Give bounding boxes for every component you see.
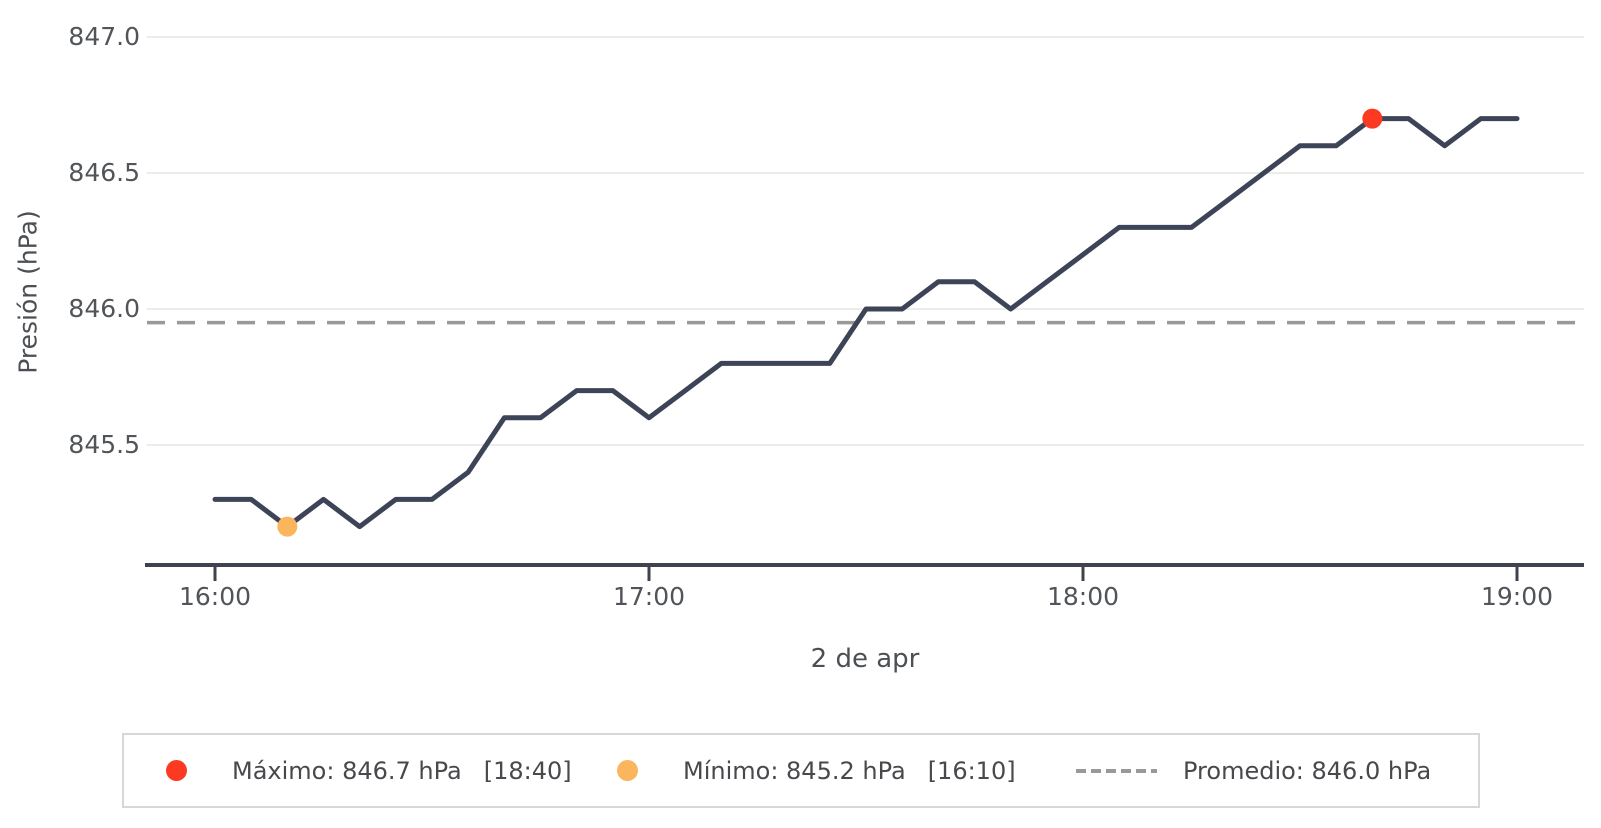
x-axis-title: 2 de apr <box>810 644 920 674</box>
chart-legend: Máximo: 846.7 hPa [18:40] Mínimo: 845.2 h… <box>122 733 1480 808</box>
min-point-marker[interactable] <box>277 516 298 537</box>
min-legend-time: [16:10] <box>927 756 1016 785</box>
x-tick-label: 17:00 <box>612 582 686 611</box>
x-tick-label: 19:00 <box>1480 582 1554 611</box>
y-axis-title: Presión (hPa) <box>13 210 43 374</box>
x-tick-label: 16:00 <box>178 582 252 611</box>
y-tick-label: 847.0 <box>68 22 140 51</box>
y-tick-label: 845.5 <box>68 430 140 459</box>
min-legend-label: Mínimo: 845.2 hPa [16:10] <box>683 756 1016 785</box>
average-legend-label: Promedio: 846.0 hPa <box>1183 756 1432 785</box>
y-tick-label: 846.0 <box>68 294 140 323</box>
min-legend-marker-icon <box>617 760 638 781</box>
pressure-line <box>212 116 1520 530</box>
legend-item-max[interactable]: Máximo: 846.7 hPa [18:40] <box>166 735 572 806</box>
y-tick-label: 846.5 <box>68 158 140 187</box>
max-legend-label: Máximo: 846.7 hPa [18:40] <box>232 756 572 785</box>
average-legend-dash-icon <box>1076 768 1157 773</box>
max-point-marker[interactable] <box>1362 108 1383 129</box>
legend-item-min[interactable]: Mínimo: 845.2 hPa [16:10] <box>617 735 1016 806</box>
legend-item-average[interactable]: Promedio: 846.0 hPa <box>1076 735 1431 806</box>
max-legend-marker-icon <box>166 760 187 781</box>
max-legend-time: [18:40] <box>483 756 572 785</box>
x-tick-label: 18:00 <box>1046 582 1120 611</box>
